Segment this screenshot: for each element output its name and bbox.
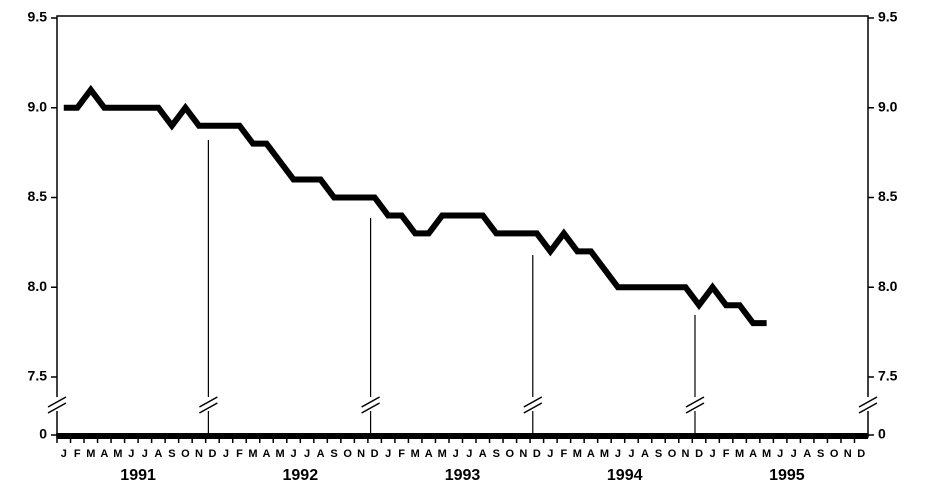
x-tick-label: S xyxy=(493,448,500,460)
x-tick-label: J xyxy=(142,448,148,460)
x-tick-label: N xyxy=(519,448,527,460)
x-tick-label: J xyxy=(628,448,634,460)
x-tick-label: A xyxy=(425,448,433,460)
year-label: 1992 xyxy=(283,467,319,484)
x-tick-label: S xyxy=(817,448,824,460)
year-label: 1991 xyxy=(120,467,156,484)
x-tick-label: F xyxy=(723,448,730,460)
x-tick-label: S xyxy=(330,448,337,460)
x-tick-label: O xyxy=(343,448,352,460)
x-tick-label: J xyxy=(709,448,715,460)
axis-break-mark xyxy=(47,402,67,414)
x-tick-label: O xyxy=(181,448,190,460)
x-tick-label: A xyxy=(100,448,108,460)
x-tick-label: J xyxy=(290,448,296,460)
x-tick-label: A xyxy=(263,448,271,460)
x-tick-label: D xyxy=(208,448,216,460)
year-label: 1994 xyxy=(607,467,643,484)
year-label: 1993 xyxy=(445,467,481,484)
x-tick-label: F xyxy=(398,448,405,460)
x-tick-label: A xyxy=(479,448,487,460)
y-tick-label: 8.0 xyxy=(28,278,48,294)
x-tick-label: J xyxy=(385,448,391,460)
axis-break-mark xyxy=(47,396,67,408)
x-tick-label: J xyxy=(304,448,310,460)
x-tick-label: J xyxy=(453,448,459,460)
axis-break-gap xyxy=(523,397,542,411)
x-tick-label: S xyxy=(655,448,662,460)
axis-break-mark xyxy=(199,396,218,408)
y2-tick-label: 9.0 xyxy=(878,98,898,114)
x-tick-label: F xyxy=(74,448,81,460)
axis-break-mark xyxy=(361,402,380,414)
x-tick-label: M xyxy=(275,448,284,460)
x-tick-label: A xyxy=(641,448,649,460)
x-tick-label: A xyxy=(154,448,162,460)
axis-break-gap xyxy=(48,397,66,411)
axis-break-mark xyxy=(685,402,705,414)
axis-break-mark xyxy=(523,402,543,414)
x-tick-label: O xyxy=(668,448,677,460)
x-tick-label: M xyxy=(573,448,582,460)
axis-break-gap xyxy=(199,397,218,411)
plot-frame xyxy=(56,15,869,438)
x-tick-label: J xyxy=(547,448,553,460)
x-tick-label: J xyxy=(61,448,67,460)
x-tick-label: M xyxy=(248,448,257,460)
x-tick-label: M xyxy=(735,448,744,460)
x-tick-label: F xyxy=(236,448,243,460)
axis-break-mark xyxy=(523,396,543,408)
x-tick-label: N xyxy=(357,448,365,460)
data-line xyxy=(63,84,767,327)
x-tick-label: J xyxy=(466,448,472,460)
y-tick-label: 9.0 xyxy=(28,98,48,114)
x-tick-label: J xyxy=(615,448,621,460)
y-tick-label: 7.5 xyxy=(28,368,48,384)
x-tick-label: J xyxy=(777,448,783,460)
x-tick-label: D xyxy=(533,448,541,460)
axis-break-gap xyxy=(859,397,877,411)
y-tick-label: 9.5 xyxy=(28,9,48,25)
axis-break-mark xyxy=(858,402,878,414)
y2-tick-label: 7.5 xyxy=(878,368,898,384)
x-tick-label: D xyxy=(857,448,865,460)
axis-break-gap xyxy=(685,397,704,411)
y2-tick-label: 0 xyxy=(878,426,886,442)
x-tick-label: A xyxy=(749,448,757,460)
x-tick-label: F xyxy=(561,448,568,460)
x-tick-label: N xyxy=(195,448,203,460)
x-tick-label: N xyxy=(682,448,690,460)
year-label: 1995 xyxy=(769,467,805,484)
axis-break-gap xyxy=(361,397,380,411)
x-tick-label: A xyxy=(803,448,811,460)
axis-break-mark xyxy=(361,396,380,408)
x-tick-label: A xyxy=(317,448,325,460)
y2-tick-label: 8.5 xyxy=(878,188,898,204)
x-tick-label: M xyxy=(113,448,122,460)
x-tick-label: M xyxy=(438,448,447,460)
axis-break-mark xyxy=(685,396,705,408)
x-tick-label: O xyxy=(506,448,515,460)
x-tick-label: M xyxy=(86,448,95,460)
x-tick-label: M xyxy=(411,448,420,460)
x-tick-label: N xyxy=(844,448,852,460)
x-tick-label: J xyxy=(223,448,229,460)
x-tick-label: D xyxy=(371,448,379,460)
y2-tick-label: 8.0 xyxy=(878,278,898,294)
x-tick-label: M xyxy=(600,448,609,460)
y-tick-label: 0 xyxy=(39,426,47,442)
x-tick-label: M xyxy=(762,448,771,460)
axis-break-mark xyxy=(858,396,878,408)
x-tick-label: S xyxy=(168,448,175,460)
x-tick-label: O xyxy=(830,448,839,460)
x-tick-label: J xyxy=(791,448,797,460)
x-tick-label: J xyxy=(128,448,134,460)
x-tick-label: A xyxy=(587,448,595,460)
axis-break-mark xyxy=(199,402,218,414)
y2-tick-label: 9.5 xyxy=(878,9,898,25)
x-tick-label: D xyxy=(695,448,703,460)
y-tick-label: 8.5 xyxy=(28,188,48,204)
